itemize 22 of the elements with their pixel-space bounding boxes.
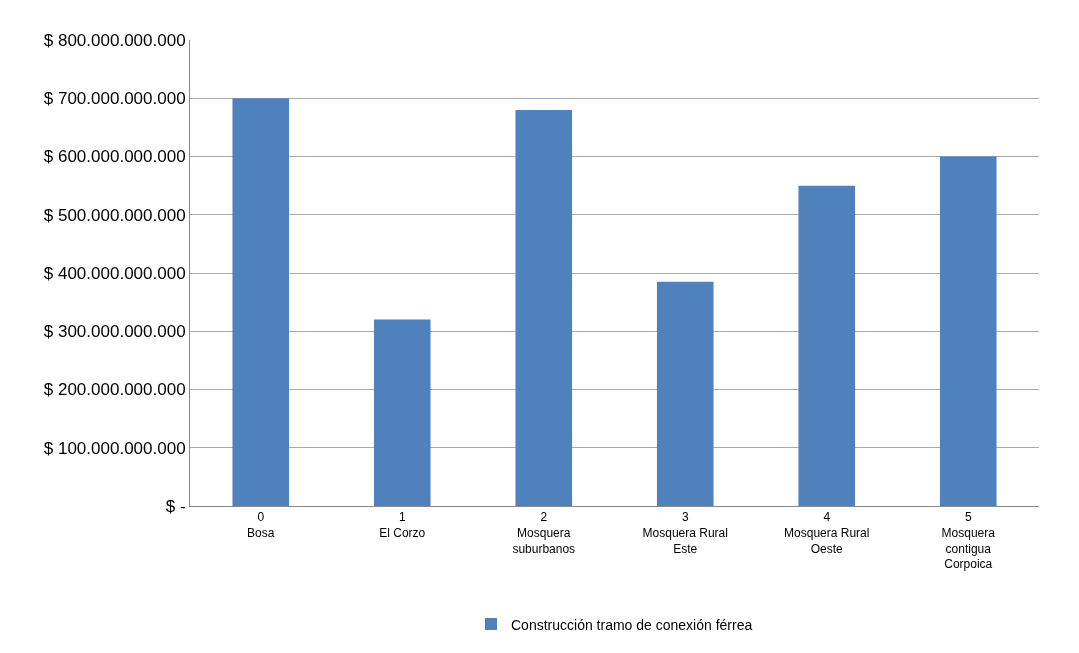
y-tick-label: $ 400.000.000.000 [43,263,186,283]
bar [939,156,997,506]
bar [656,281,714,506]
bar [373,319,431,506]
bar [515,109,573,506]
bar [798,185,856,506]
x-tick-label: 2 Mosquera suburbanos [512,510,576,556]
legend-label: Construcción tramo de conexión férrea [511,616,753,633]
bar [232,98,290,506]
y-tick-label: $ 200.000.000.000 [43,380,186,400]
y-tick-label: $ 300.000.000.000 [43,322,186,342]
y-tick-label: $ 500.000.000.000 [43,205,186,225]
y-tick-label: $ 100.000.000.000 [43,438,186,458]
x-tick-label: 0 Bosa [247,510,275,540]
y-tick-label: $ 600.000.000.000 [43,147,186,167]
x-tick-label: 3 Mosquera Rural Este [642,510,728,556]
x-tick-label: 5 Mosquera contigua Corpoica [941,510,996,572]
y-tick-label: $ 700.000.000.000 [43,89,186,109]
x-tick-label: 1 El Corzo [379,510,426,540]
y-tick-label: $ - [165,496,186,516]
y-tick-label: $ 800.000.000.000 [43,30,186,50]
x-tick-label: 4 Mosquera Rural Oeste [784,510,870,556]
